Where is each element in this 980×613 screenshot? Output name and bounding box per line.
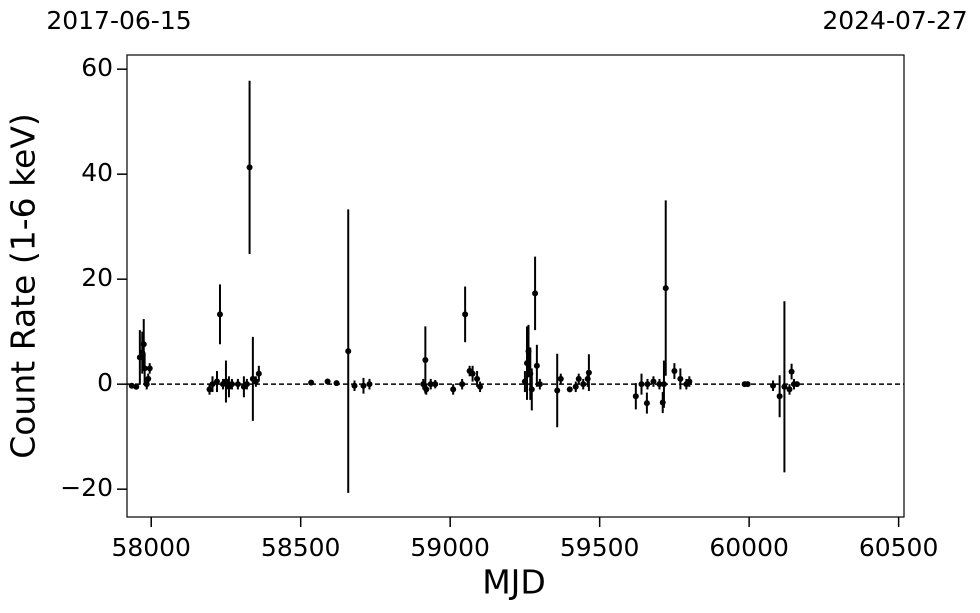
- data-point: [557, 375, 564, 382]
- data-point: [213, 378, 220, 385]
- data-point: [243, 381, 250, 388]
- data-point: [146, 365, 153, 372]
- data-point: [656, 381, 663, 388]
- data-point: [255, 370, 262, 377]
- y-tick-label: 40: [81, 158, 113, 187]
- plot-frame: [126, 54, 905, 518]
- data-point: [246, 164, 253, 171]
- data-point: [686, 378, 693, 385]
- data-point: [432, 381, 439, 388]
- data-point: [216, 311, 223, 318]
- data-point: [474, 375, 481, 382]
- x-tick-label: 60500: [859, 533, 939, 562]
- data-point: [351, 382, 358, 389]
- data-point: [585, 369, 592, 376]
- data-point: [206, 386, 213, 393]
- data-point: [252, 378, 259, 385]
- y-tick-label: 0: [97, 368, 113, 397]
- x-tick-label: 58000: [111, 533, 191, 562]
- data-point: [781, 383, 788, 390]
- data-point: [234, 381, 241, 388]
- y-tick-label: 60: [81, 53, 113, 82]
- data-point: [450, 386, 457, 393]
- data-point: [360, 382, 367, 389]
- x-axis-label: MJD: [482, 563, 546, 602]
- x-tick-label: 58500: [261, 533, 341, 562]
- data-point: [677, 375, 684, 382]
- y-tick-label: −20: [60, 473, 113, 502]
- data-point: [462, 311, 469, 318]
- data-point: [308, 379, 315, 386]
- data-point: [145, 375, 152, 382]
- data-point: [566, 386, 573, 393]
- data-point: [140, 341, 147, 348]
- data-point: [536, 381, 543, 388]
- data-point: [632, 393, 639, 400]
- data-point: [422, 357, 429, 364]
- data-point: [427, 381, 434, 388]
- data-point: [650, 378, 657, 385]
- x-tick-label: 59500: [560, 533, 640, 562]
- data-point: [575, 375, 582, 382]
- data-point: [788, 368, 795, 375]
- data-point: [423, 386, 430, 393]
- data-point: [366, 381, 373, 388]
- data-point: [554, 387, 561, 394]
- data-point: [580, 381, 587, 388]
- x-tick-label: 60000: [709, 533, 789, 562]
- data-point: [770, 382, 777, 389]
- data-point: [786, 386, 793, 393]
- data-point: [644, 381, 651, 388]
- top-date-label: 2017-06-15: [46, 6, 191, 35]
- data-point: [660, 381, 667, 388]
- data-point: [528, 386, 535, 393]
- data-point: [345, 348, 352, 355]
- data-point: [141, 365, 148, 372]
- data-point: [477, 383, 484, 390]
- data-point: [333, 380, 340, 387]
- data-point: [128, 382, 135, 389]
- x-tick-label: 59000: [410, 533, 490, 562]
- data-point: [532, 290, 539, 297]
- top-date-label: 2024-07-27: [822, 6, 967, 35]
- data-point: [222, 378, 229, 385]
- y-tick-label: 20: [81, 263, 113, 292]
- data-point: [469, 370, 476, 377]
- data-point: [638, 381, 645, 388]
- data-point: [228, 381, 235, 388]
- data-point: [744, 381, 751, 388]
- data-point: [572, 383, 579, 390]
- y-axis-label: Count Rate (1-6 keV): [4, 113, 43, 459]
- data-point: [459, 381, 466, 388]
- data-point: [133, 383, 140, 390]
- data-point: [662, 285, 669, 292]
- data-point: [793, 381, 800, 388]
- data-point: [671, 368, 678, 375]
- data-point: [776, 393, 783, 400]
- data-point: [533, 362, 540, 369]
- data-point: [209, 381, 216, 388]
- data-point: [324, 378, 331, 385]
- data-point: [643, 400, 650, 407]
